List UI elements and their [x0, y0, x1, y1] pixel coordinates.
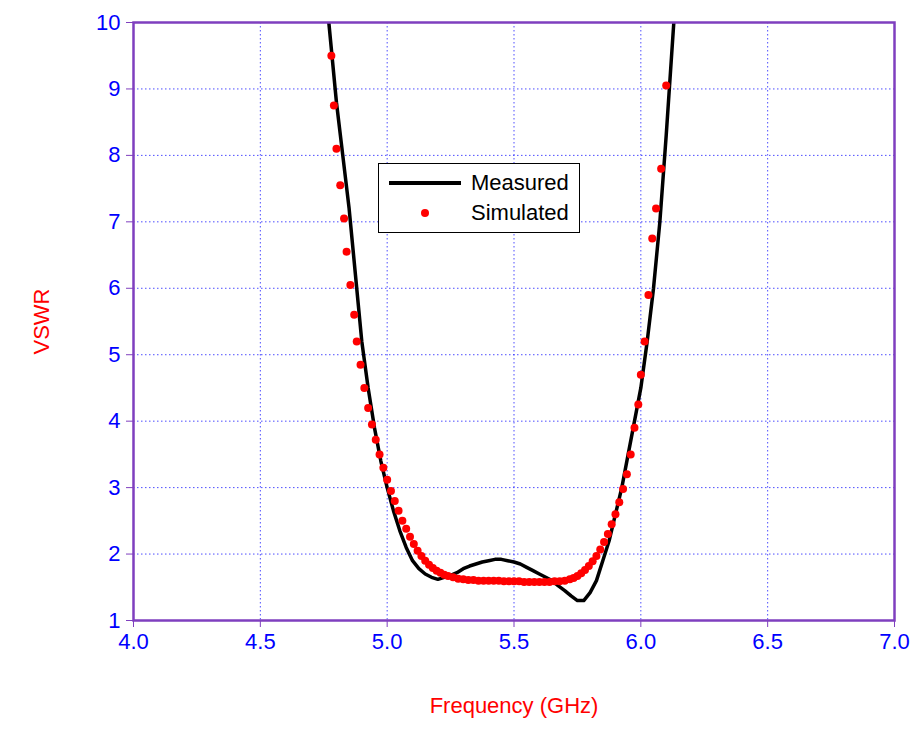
svg-text:6.0: 6.0: [626, 629, 657, 654]
svg-text:9: 9: [108, 76, 120, 101]
html-text:Measured: Measured: [471, 170, 569, 195]
svg-text:5.0: 5.0: [372, 629, 403, 654]
svg-text:5: 5: [108, 342, 120, 367]
svg-text:Frequency (GHz): Frequency (GHz): [430, 693, 599, 718]
svg-text:1: 1: [108, 608, 120, 633]
svg-text:6: 6: [108, 275, 120, 300]
html-text:Simulated: Simulated: [471, 200, 569, 225]
svg-text:3: 3: [108, 475, 120, 500]
svg-text:7: 7: [108, 209, 120, 234]
svg-text:4.0: 4.0: [118, 629, 149, 654]
svg-text:4: 4: [108, 408, 120, 433]
svg-text:6.5: 6.5: [752, 629, 783, 654]
svg-text:7.0: 7.0: [879, 629, 910, 654]
svg-text:8: 8: [108, 142, 120, 167]
svg-text:VSWR: VSWR: [29, 289, 54, 355]
svg-text:10: 10: [96, 10, 120, 35]
svg-text:5.5: 5.5: [499, 629, 530, 654]
svg-text:2: 2: [108, 541, 120, 566]
svg-text:4.5: 4.5: [245, 629, 276, 654]
